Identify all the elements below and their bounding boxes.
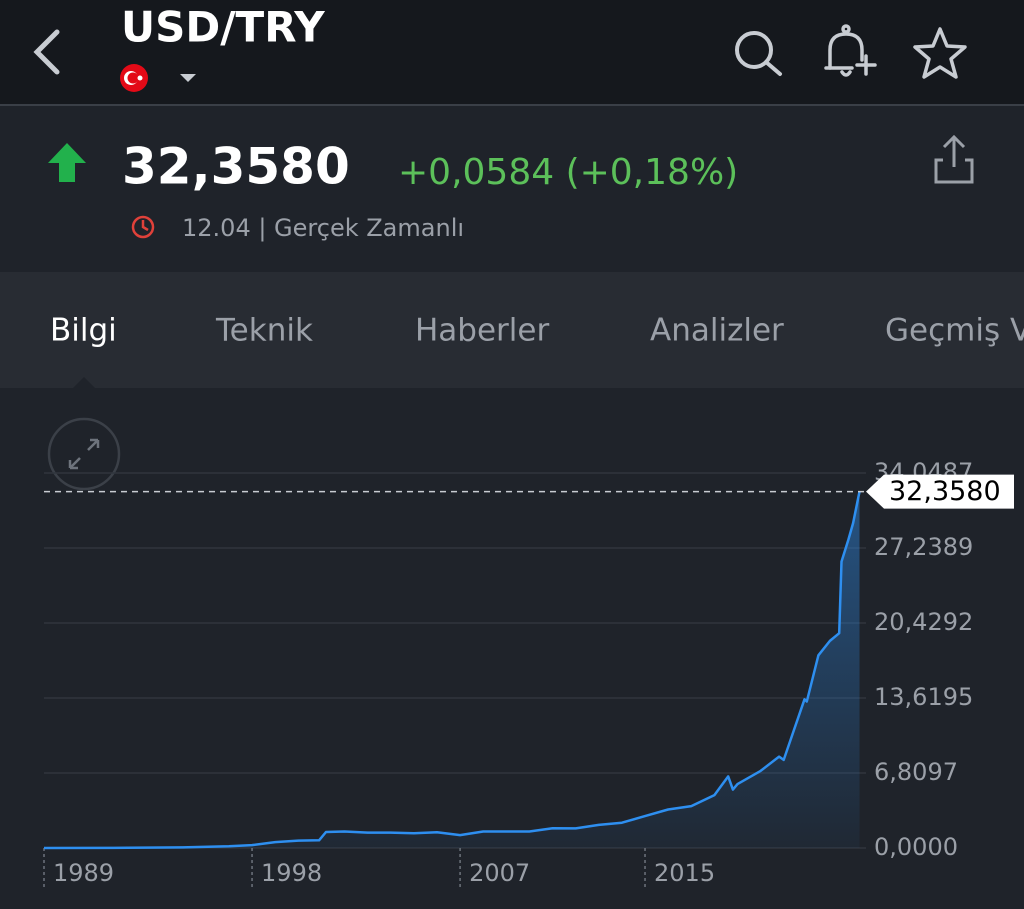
update-time: 12.04 | Gerçek Zamanlı [182, 214, 464, 242]
back-button[interactable] [33, 29, 60, 75]
tab-indicator [73, 377, 95, 388]
price-chart: 0,00006,809713,619520,429227,238934,0487… [43, 458, 1014, 890]
price: 32,3580 [122, 138, 350, 196]
tabs: Bilgi Teknik Haberler Analizler Geçmiş V [50, 313, 1024, 349]
x-tick-label: 1989 [53, 859, 114, 887]
y-tick-label: 20,4292 [874, 608, 973, 636]
price-line [43, 491, 861, 850]
up-arrow-icon [48, 143, 86, 182]
x-tick-label: 1998 [261, 859, 322, 887]
quote-panel [0, 106, 1024, 272]
last-price-label: 32,3580 [889, 476, 1001, 507]
area-fill [44, 491, 860, 848]
page-title: USD/TRY [121, 3, 325, 52]
tab[interactable]: Bilgi [50, 313, 117, 349]
y-tick-label: 6,8097 [874, 758, 958, 786]
expand-button[interactable] [47, 417, 121, 491]
tab-bar [0, 272, 1024, 388]
favorite-button[interactable] [913, 27, 967, 79]
header-bar [0, 0, 1024, 105]
flag-icon [120, 64, 148, 92]
tab[interactable]: Haberler [415, 313, 549, 349]
search-button[interactable] [735, 31, 782, 76]
tab[interactable]: Teknik [215, 313, 313, 349]
y-tick-label: 0,0000 [874, 833, 958, 861]
dropdown-arrow[interactable] [180, 74, 196, 82]
tab[interactable]: Geçmiş V [885, 313, 1024, 349]
last-price-box [866, 474, 1014, 509]
clock-icon [131, 215, 155, 239]
share-button[interactable] [934, 134, 974, 184]
x-tick-label: 2007 [469, 859, 530, 887]
y-tick-label: 13,6195 [874, 683, 973, 711]
alert-button[interactable] [824, 24, 877, 77]
y-tick-label: 27,2389 [874, 533, 973, 561]
tab[interactable]: Analizler [650, 313, 784, 349]
price-change: +0,0584 (+0,18%) [398, 152, 738, 193]
x-tick-label: 2015 [654, 859, 715, 887]
